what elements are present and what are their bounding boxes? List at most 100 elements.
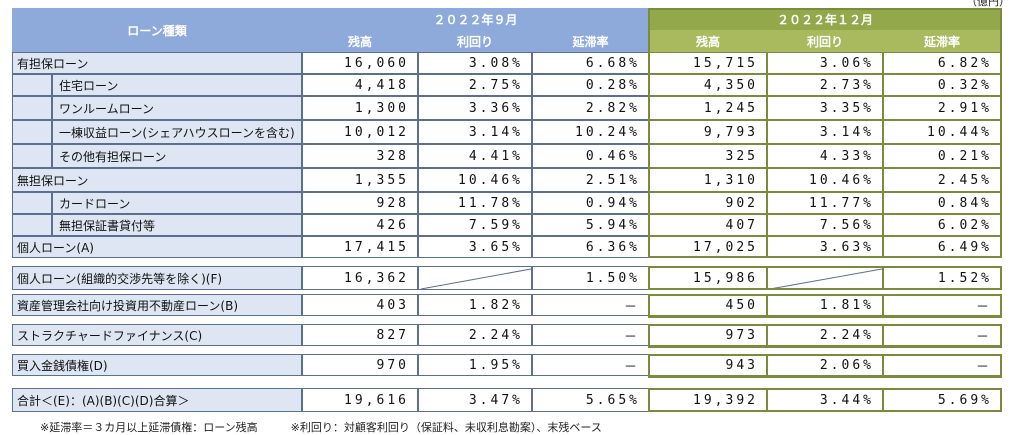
row-p2-delinquency: －: [883, 294, 1001, 316]
row-p2-yield: 4.33%: [767, 144, 883, 168]
header-category: ローン種類: [12, 8, 302, 52]
row-p1-yield: 3.14%: [418, 120, 532, 144]
row-p1-balance: 1,355: [302, 168, 418, 192]
row-p1-balance: 426: [302, 214, 418, 236]
row-p2-balance: 19,392: [649, 388, 767, 412]
row-label: その他有担保ローン: [52, 144, 302, 168]
row-indent: [12, 74, 52, 96]
row-p1-delinquency: 1.50%: [532, 266, 649, 290]
row-p2-yield: [767, 266, 883, 290]
row-p1-yield: 10.46%: [418, 168, 532, 192]
row-p1-yield: 3.47%: [418, 388, 532, 412]
header-col-p2-1: 利回り: [767, 30, 883, 52]
diagonal-slash-icon: [769, 268, 882, 289]
row-p1-yield: 3.36%: [418, 96, 532, 120]
row-p2-yield: 2.73%: [767, 74, 883, 96]
row-p1-yield: 2.24%: [418, 324, 532, 346]
row-p2-balance: 1,310: [649, 168, 767, 192]
row-p1-yield: 1.82%: [418, 294, 532, 316]
row-p2-yield: 2.06%: [767, 354, 883, 376]
header-col-p2-0: 残高: [649, 30, 767, 52]
row-label: 無担保証書貸付等: [52, 214, 302, 236]
row-p2-delinquency: 1.52%: [883, 266, 1001, 290]
row-p2-yield: 1.81%: [767, 294, 883, 316]
row-indent: [12, 214, 52, 236]
row-label: 資産管理会社向け投資用不動産ローン(B): [12, 294, 302, 316]
row-p1-delinquency: 6.36%: [532, 236, 649, 258]
row-p2-delinquency: 5.69%: [883, 388, 1001, 412]
row-p1-balance: 17,415: [302, 236, 418, 258]
row-p2-yield: 3.44%: [767, 388, 883, 412]
row-label: 個人ローン(組織的交渉先等を除く)(F): [12, 266, 302, 290]
row-p1-balance: 970: [302, 354, 418, 376]
row-label: カードローン: [52, 192, 302, 214]
row-p2-yield: 3.14%: [767, 120, 883, 144]
row-p2-yield: 11.77%: [767, 192, 883, 214]
footnote: ※延滞率＝３カ月以上延滞債権：ローン残高 ※利回り：対顧客利回り（保証料、未収利…: [40, 421, 602, 434]
row-p1-yield: 3.08%: [418, 52, 532, 74]
row-p1-balance: 1,300: [302, 96, 418, 120]
row-p2-delinquency: 6.02%: [883, 214, 1001, 236]
header-col-p1-2: 延滞率: [532, 30, 649, 52]
row-p1-delinquency: 5.94%: [532, 214, 649, 236]
row-p2-balance: 9,793: [649, 120, 767, 144]
row-p1-balance: 10,012: [302, 120, 418, 144]
header-col-p1-0: 残高: [302, 30, 418, 52]
row-p1-balance: 16,362: [302, 266, 418, 290]
row-label: 一棟収益ローン(シェアハウスローンを含む): [52, 120, 302, 144]
row-p2-balance: 15,986: [649, 266, 767, 290]
header-col-p1-1: 利回り: [418, 30, 532, 52]
row-p1-yield: 7.59%: [418, 214, 532, 236]
row-p2-balance: 4,350: [649, 74, 767, 96]
row-p2-delinquency: 6.82%: [883, 52, 1001, 74]
row-p2-delinquency: 0.32%: [883, 74, 1001, 96]
row-p1-yield: 1.95%: [418, 354, 532, 376]
row-indent: [12, 144, 52, 168]
diagonal-slash-icon: [420, 268, 531, 289]
row-p2-delinquency: 0.21%: [883, 144, 1001, 168]
row-p2-yield: 2.24%: [767, 324, 883, 346]
row-p1-delinquency: 0.94%: [532, 192, 649, 214]
header-col-p2-2: 延滞率: [883, 30, 1001, 52]
row-p2-delinquency: 2.45%: [883, 168, 1001, 192]
row-p2-balance: 943: [649, 354, 767, 376]
row-p1-balance: 4,418: [302, 74, 418, 96]
row-p2-delinquency: －: [883, 324, 1001, 346]
row-p1-delinquency: －: [532, 354, 649, 376]
row-p1-yield: 4.41%: [418, 144, 532, 168]
row-p2-balance: 15,715: [649, 52, 767, 74]
row-indent: [12, 120, 52, 144]
row-p2-delinquency: 6.49%: [883, 236, 1001, 258]
row-p1-yield: 11.78%: [418, 192, 532, 214]
row-label: 住宅ローン: [52, 74, 302, 96]
header-period-2: ２０２２年１２月: [649, 8, 1001, 30]
row-label: 有担保ローン: [12, 52, 302, 74]
row-p2-yield: 3.35%: [767, 96, 883, 120]
row-p2-balance: 450: [649, 294, 767, 316]
row-p2-delinquency: 2.91%: [883, 96, 1001, 120]
row-p1-delinquency: 0.46%: [532, 144, 649, 168]
row-p1-balance: 403: [302, 294, 418, 316]
row-label: 無担保ローン: [12, 168, 302, 192]
unit-label: （億円）: [966, 0, 1010, 8]
row-p1-delinquency: 6.68%: [532, 52, 649, 74]
row-p1-delinquency: 2.82%: [532, 96, 649, 120]
row-p1-delinquency: 0.28%: [532, 74, 649, 96]
row-p2-yield: 10.46%: [767, 168, 883, 192]
row-p1-balance: 19,616: [302, 388, 418, 412]
row-p2-balance: 1,245: [649, 96, 767, 120]
row-p1-yield: 2.75%: [418, 74, 532, 96]
row-p2-delinquency: 0.84%: [883, 192, 1001, 214]
row-p2-balance: 973: [649, 324, 767, 346]
row-label: 合計＜(E)：(A)(B)(C)(D)合算＞: [12, 388, 302, 412]
row-p2-yield: 3.06%: [767, 52, 883, 74]
row-label: ストラクチャードファイナンス(C): [12, 324, 302, 346]
row-p1-delinquency: 5.65%: [532, 388, 649, 412]
row-p2-delinquency: －: [883, 354, 1001, 376]
row-p2-balance: 17,025: [649, 236, 767, 258]
row-p1-delinquency: 10.24%: [532, 120, 649, 144]
row-label: ワンルームローン: [52, 96, 302, 120]
row-p2-balance: 902: [649, 192, 767, 214]
row-indent: [12, 96, 52, 120]
row-p2-delinquency: 10.44%: [883, 120, 1001, 144]
